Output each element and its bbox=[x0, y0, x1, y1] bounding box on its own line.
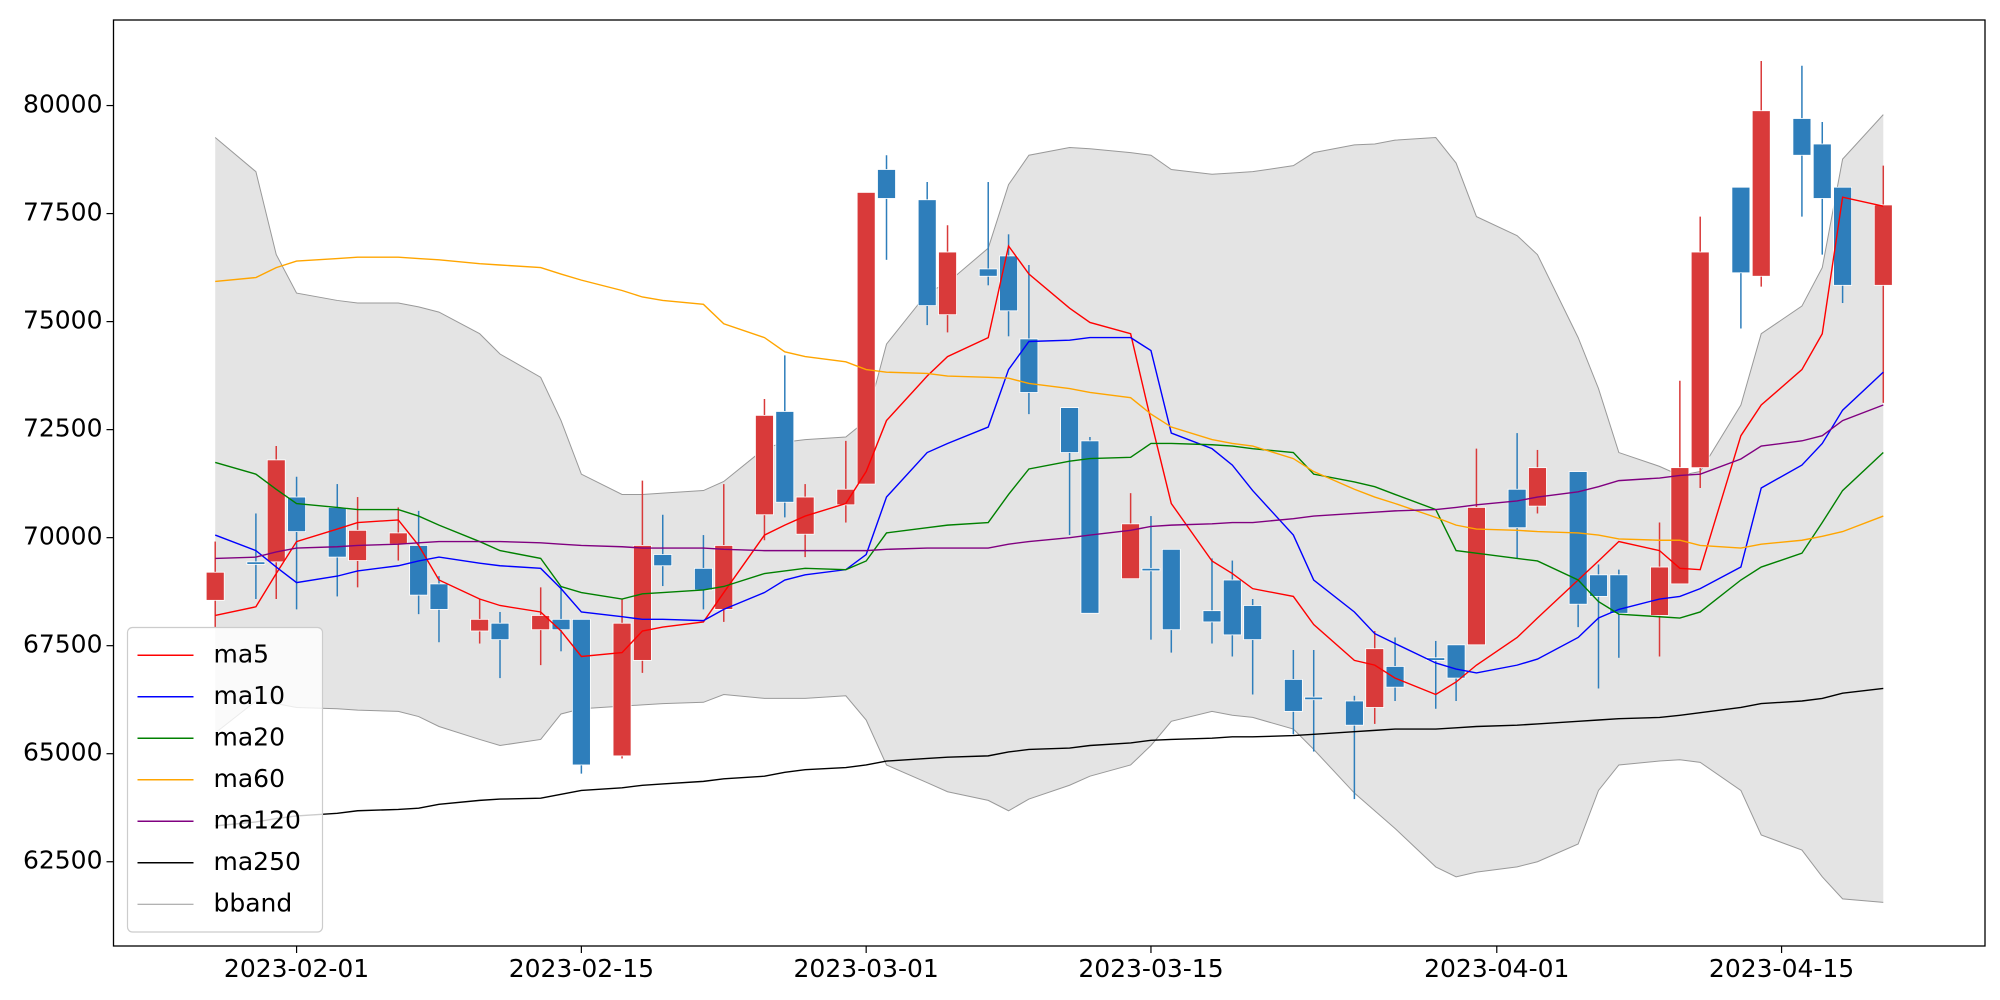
candle-body bbox=[1731, 186, 1751, 274]
candle-body bbox=[612, 622, 632, 757]
ma-line bbox=[215, 442, 1884, 619]
candle-body bbox=[999, 255, 1018, 312]
legend-label: ma5 bbox=[214, 639, 270, 668]
candle-body bbox=[551, 618, 571, 631]
ma-line bbox=[214, 336, 1884, 674]
band-lower bbox=[214, 694, 1884, 903]
candle-body bbox=[1650, 566, 1669, 616]
x-tick-label: 2023-04-01 bbox=[1424, 954, 1569, 983]
ma-line bbox=[215, 687, 1884, 827]
plot-area bbox=[205, 61, 1893, 903]
plot-frame bbox=[112, 19, 1986, 947]
legend-label: ma120 bbox=[214, 805, 301, 834]
x-tick-label: 2023-02-01 bbox=[224, 954, 369, 983]
candle-body bbox=[1080, 440, 1100, 614]
candle-body bbox=[1161, 548, 1181, 631]
y-tick-label: 80000 bbox=[23, 90, 103, 119]
candle-body bbox=[1873, 204, 1893, 286]
candle-body bbox=[531, 615, 551, 631]
candle-body bbox=[1446, 644, 1466, 679]
candle-body bbox=[775, 411, 795, 503]
candle-body bbox=[571, 618, 591, 766]
ma-line bbox=[215, 196, 1884, 696]
candle-body bbox=[836, 488, 856, 506]
y-tick-label: 65000 bbox=[23, 738, 103, 767]
legend-box bbox=[126, 626, 324, 933]
x-tick-label: 2023-04-15 bbox=[1709, 954, 1854, 983]
legend-label: ma20 bbox=[214, 722, 285, 751]
candle-body bbox=[1609, 574, 1629, 614]
candle-body bbox=[205, 571, 225, 601]
y-tick-label: 62500 bbox=[23, 846, 103, 875]
candle-body bbox=[633, 545, 652, 661]
candle-body bbox=[1141, 567, 1161, 572]
candle-body bbox=[714, 545, 734, 610]
x-tick-label: 2023-03-01 bbox=[794, 954, 939, 983]
y-tick-label: 67500 bbox=[23, 630, 103, 659]
x-tick-label: 2023-03-15 bbox=[1078, 954, 1223, 983]
candle-body bbox=[1690, 251, 1710, 469]
candle-body bbox=[1060, 407, 1079, 453]
candle-body bbox=[1833, 186, 1853, 286]
candle-body bbox=[938, 251, 957, 316]
legend-label: ma10 bbox=[214, 681, 285, 710]
candle-body bbox=[694, 567, 713, 591]
candle-body bbox=[1467, 507, 1486, 646]
candle-body bbox=[1528, 467, 1547, 507]
legend: ma5 ma10 ma20 ma60 ma120 ma250 bband bbox=[126, 626, 324, 933]
candle-body bbox=[755, 414, 774, 516]
candle-body bbox=[1812, 143, 1832, 199]
candle-body bbox=[1222, 579, 1242, 636]
candle-body bbox=[490, 622, 510, 641]
y-tick-label: 70000 bbox=[23, 522, 103, 551]
y-tick-label: 72500 bbox=[23, 414, 103, 443]
band-upper bbox=[214, 114, 1884, 495]
candle-body bbox=[1507, 488, 1527, 529]
candle-body bbox=[287, 496, 306, 533]
candle-body bbox=[1344, 700, 1364, 726]
y-tick-label: 75000 bbox=[23, 306, 103, 335]
candle-body bbox=[1304, 696, 1324, 701]
candle-body bbox=[1670, 467, 1690, 585]
candle-body bbox=[917, 199, 937, 307]
candle-body bbox=[1385, 666, 1405, 688]
band-area bbox=[215, 114, 1884, 903]
candle-body bbox=[388, 532, 408, 545]
x-tick-label: 2023-02-15 bbox=[509, 954, 654, 983]
candle-body bbox=[1019, 338, 1039, 393]
candle-body bbox=[429, 583, 449, 610]
candle-body bbox=[856, 192, 876, 485]
candle-body bbox=[1751, 110, 1771, 277]
candle-body bbox=[1568, 471, 1588, 605]
candle-body bbox=[653, 554, 673, 567]
candle-body bbox=[327, 507, 347, 558]
candle-body bbox=[1589, 574, 1608, 597]
candle-body bbox=[1121, 523, 1141, 580]
ma-line bbox=[215, 256, 1884, 549]
candle-body bbox=[1202, 610, 1222, 623]
legend-label: bband bbox=[214, 888, 293, 917]
candle-body bbox=[1243, 605, 1263, 641]
y-tick-label: 77500 bbox=[23, 198, 103, 227]
candle-body bbox=[1365, 648, 1385, 708]
candle-body bbox=[877, 169, 896, 199]
candle-body bbox=[266, 459, 286, 563]
candle-body bbox=[1283, 678, 1303, 712]
legend-label: ma60 bbox=[214, 764, 285, 793]
candle-body bbox=[1792, 118, 1812, 156]
candle-body bbox=[246, 561, 266, 565]
candle-body bbox=[978, 268, 998, 277]
ma-line bbox=[215, 404, 1884, 560]
candle-body bbox=[409, 545, 429, 596]
candle-body bbox=[470, 618, 490, 632]
legend-label: ma250 bbox=[214, 847, 301, 876]
